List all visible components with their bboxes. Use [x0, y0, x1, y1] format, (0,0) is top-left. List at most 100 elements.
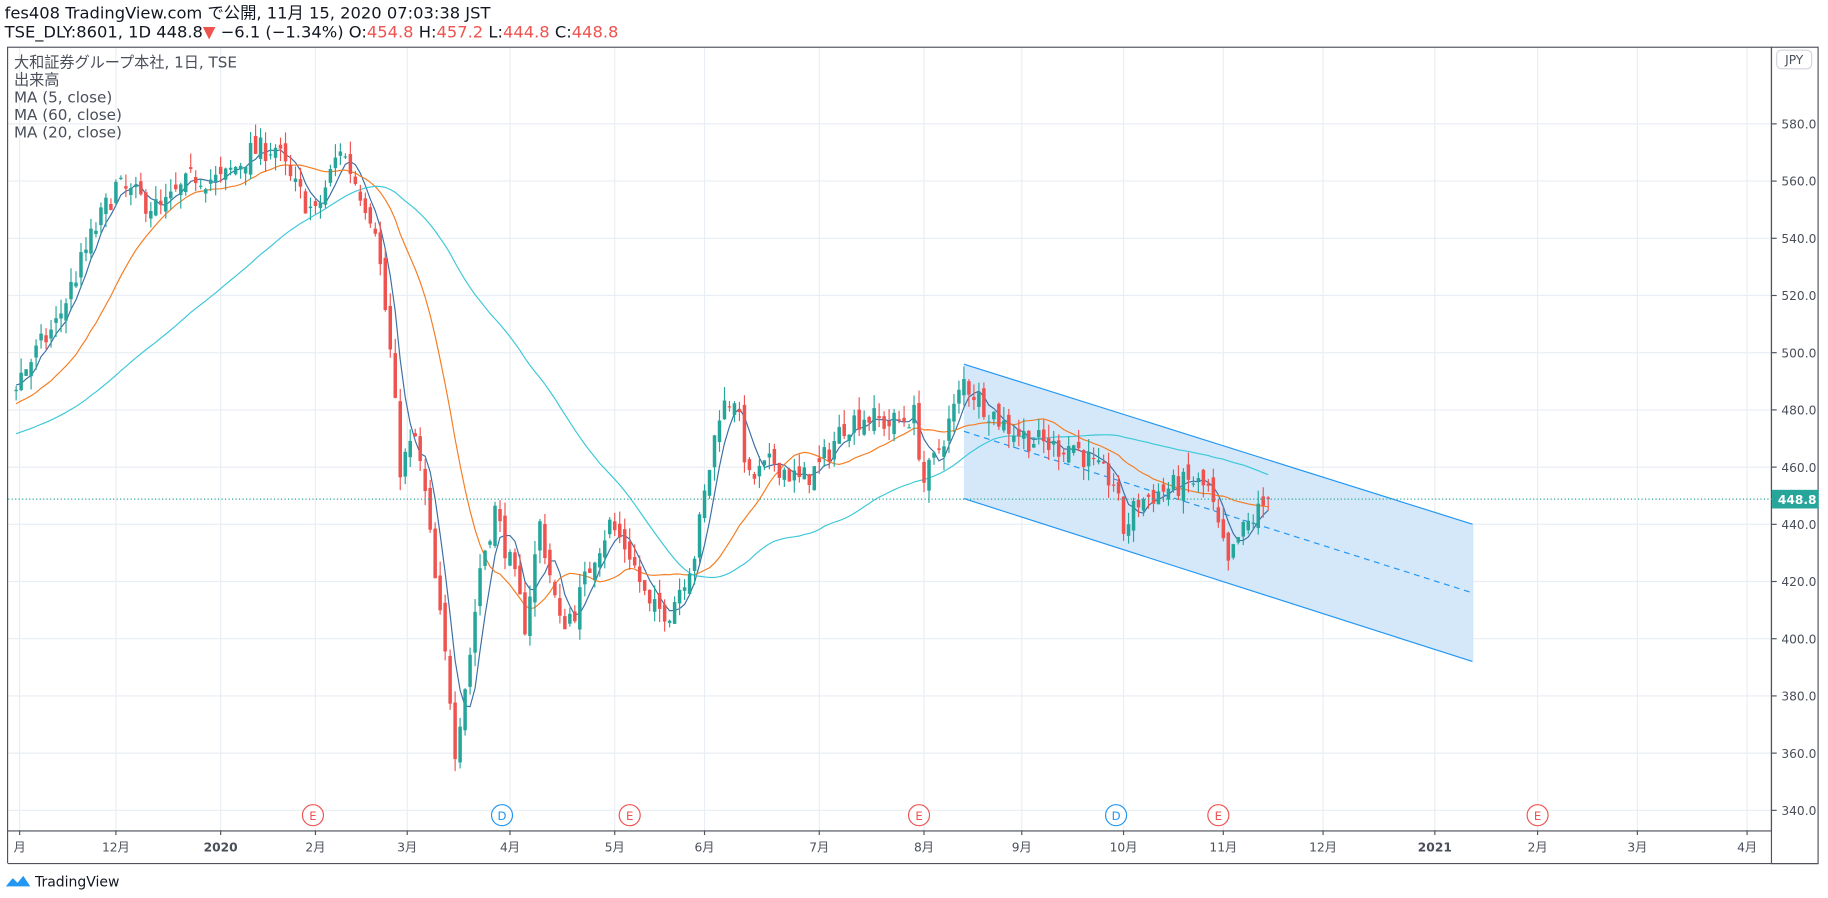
- candle-body: [982, 388, 986, 418]
- candle-body: [278, 144, 283, 149]
- candle-body: [588, 568, 592, 574]
- candle: [328, 164, 333, 187]
- candle-body: [837, 426, 841, 444]
- candle: [608, 517, 612, 539]
- candle: [268, 142, 273, 160]
- candle: [238, 162, 243, 179]
- candle-body: [722, 400, 727, 420]
- candle-body: [1146, 494, 1151, 497]
- candle: [1236, 536, 1241, 545]
- candle: [657, 579, 662, 623]
- candle: [682, 579, 687, 600]
- candle: [882, 411, 886, 437]
- candle-body: [867, 416, 871, 423]
- currency-badge[interactable]: [1776, 49, 1813, 70]
- candle-body: [378, 232, 383, 265]
- candle: [847, 434, 851, 448]
- candle-body: [144, 192, 148, 214]
- candle-body: [1251, 522, 1256, 524]
- candle-body: [1191, 483, 1196, 485]
- candle-body: [1126, 524, 1131, 536]
- candle-body: [952, 403, 956, 422]
- event-marker-E[interactable]: E: [1526, 804, 1549, 827]
- candle: [398, 388, 402, 491]
- candle-body: [453, 702, 457, 760]
- candle: [872, 395, 876, 435]
- candle: [1012, 424, 1016, 448]
- tradingview-logo[interactable]: TradingView: [5, 874, 120, 890]
- candle: [652, 585, 657, 622]
- candle: [862, 410, 866, 437]
- candle-body: [398, 401, 402, 478]
- candle-body: [922, 461, 926, 483]
- candle-body: [652, 599, 657, 612]
- candle-body: [248, 142, 253, 175]
- candle: [1216, 498, 1221, 528]
- candle-body: [732, 403, 737, 415]
- candle-body: [228, 167, 233, 170]
- candle-body: [612, 521, 617, 531]
- candle: [513, 548, 517, 577]
- candle: [1261, 487, 1265, 518]
- candle-body: [802, 467, 807, 480]
- candle: [897, 410, 901, 424]
- candle: [183, 172, 188, 196]
- candle: [927, 457, 931, 503]
- candle: [787, 467, 792, 482]
- candle: [144, 189, 148, 223]
- candle: [1246, 512, 1251, 535]
- candle: [538, 518, 542, 564]
- event-marker-E[interactable]: E: [618, 804, 641, 827]
- candle: [79, 243, 83, 288]
- candle: [1146, 493, 1151, 509]
- candle-body: [548, 549, 552, 576]
- candle-body: [662, 604, 667, 622]
- event-marker-E[interactable]: E: [907, 804, 931, 827]
- candle-body: [258, 137, 263, 159]
- candle: [662, 599, 667, 632]
- price-axis[interactable]: [1770, 46, 1819, 865]
- event-label: E: [626, 809, 633, 823]
- legend-item: 出来高: [14, 71, 59, 89]
- candle-body: [603, 540, 607, 558]
- candle-body: [807, 474, 812, 486]
- candle: [578, 574, 582, 640]
- candle-body: [124, 186, 128, 189]
- candle: [757, 456, 762, 488]
- y-tick-label: 420.0: [1781, 575, 1816, 589]
- event-marker-D[interactable]: D: [1104, 804, 1128, 827]
- candle: [109, 198, 113, 211]
- candle-body: [114, 181, 118, 204]
- candle: [1081, 449, 1086, 480]
- candle: [732, 401, 737, 423]
- candle-body: [583, 571, 587, 585]
- y-tick-label: 340.0: [1781, 804, 1816, 818]
- event-marker-E[interactable]: E: [301, 804, 325, 827]
- candle-body: [293, 178, 298, 182]
- candle: [553, 579, 557, 598]
- candle-body: [129, 187, 133, 196]
- candle: [54, 306, 58, 338]
- time-ticks[interactable]: 月 12月 2020 2月 3月 4月 5月 6月 7月 8月 9月 10月 11月 12月 2021 2月 3…: [14, 830, 1758, 854]
- candle: [119, 175, 123, 181]
- event-marker-E[interactable]: E: [1207, 804, 1230, 827]
- candle-body: [14, 389, 18, 392]
- x-tick-label: 9月: [1012, 840, 1032, 854]
- legend-item: MA (60, close): [14, 106, 122, 124]
- channel-upper: [963, 363, 1473, 525]
- candle: [687, 567, 692, 595]
- candle: [273, 144, 278, 171]
- candle: [667, 619, 672, 628]
- candle: [223, 167, 228, 191]
- candle: [338, 143, 343, 165]
- event-marker-D[interactable]: D: [490, 804, 514, 827]
- candle: [1221, 506, 1226, 542]
- candle: [508, 549, 512, 567]
- candle-body: [218, 166, 223, 175]
- candle: [343, 153, 348, 159]
- candle-body: [154, 199, 158, 216]
- candle-body: [627, 541, 632, 560]
- candle: [388, 293, 393, 358]
